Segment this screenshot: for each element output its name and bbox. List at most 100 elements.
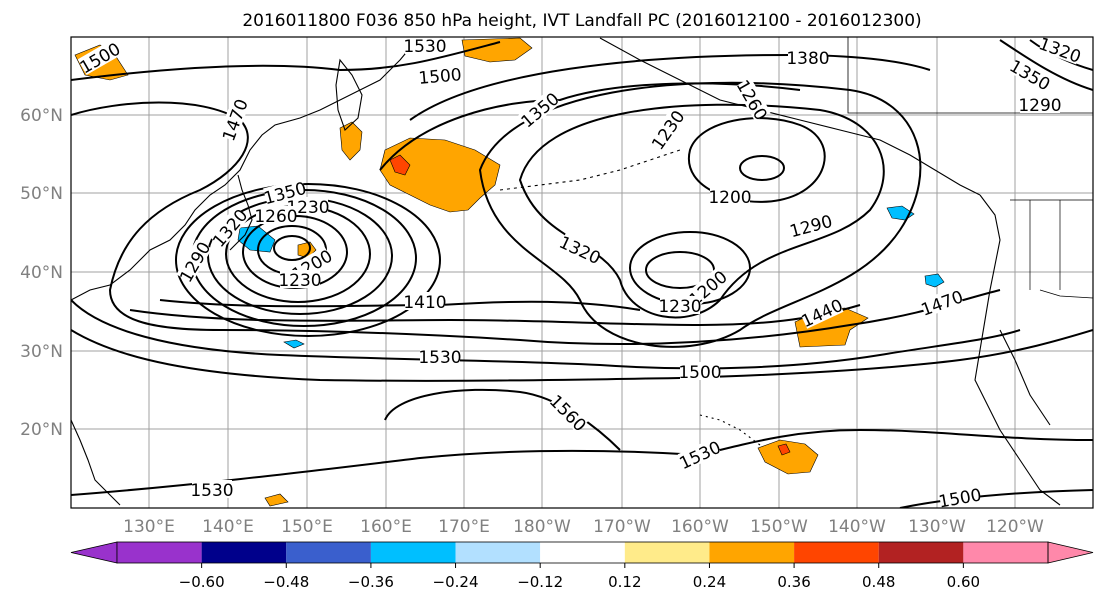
state-borders	[1010, 199, 1093, 290]
colorbar-tick-label: −0.36	[348, 573, 394, 591]
latitude-labels: 20°N 30°N 40°N 50°N 60°N	[20, 106, 63, 440]
contour-1530	[71, 299, 1021, 370]
latitude-label: 40°N	[20, 263, 63, 283]
contour-1470	[71, 101, 1001, 346]
contour-label-bg	[919, 286, 964, 318]
contour-1350	[379, 82, 801, 171]
contour-label-bg	[420, 347, 460, 365]
contour-cyclone-west-1	[273, 235, 311, 261]
latitude-label: 20°N	[20, 420, 63, 440]
ivt-positive-region-hawaii	[757, 439, 819, 475]
contour-label-bg	[938, 484, 982, 508]
longitude-label: 130°E	[123, 517, 175, 537]
contour-label-bg	[192, 480, 232, 498]
colorbar-swatch	[709, 542, 795, 563]
contour-cyclone-west-7	[175, 183, 441, 337]
contour-1500-north	[71, 41, 501, 81]
contour-label: 1290	[1018, 96, 1061, 116]
contour-1530-south	[71, 428, 1093, 496]
colorbar-swatch	[201, 542, 287, 563]
longitude-label: 170°W	[593, 517, 651, 537]
contour-label: 1230	[286, 198, 329, 218]
contour-label: 1200	[708, 188, 751, 208]
longitude-label: 170°E	[438, 517, 490, 537]
contour-label-bg	[799, 295, 844, 329]
ivt-negative-region-coast	[924, 273, 945, 288]
colorbar: −0.60 −0.48 −0.36 −0.24 −0.12 0.12 0.24 0.36 0.4…	[70, 541, 1094, 591]
latitude-label: 50°N	[20, 184, 63, 204]
ivt-positive-region-south	[264, 493, 289, 507]
colorbar-swatch	[117, 542, 202, 563]
political-border-canada-us	[847, 37, 1093, 114]
contour-label-bg	[518, 89, 561, 129]
contour-label-bg	[280, 270, 320, 288]
hawaiian-islands	[699, 414, 761, 446]
contour-label-bg	[735, 77, 771, 122]
contour-label: 1260	[254, 207, 297, 227]
ivt-positive-core-hawaii	[777, 443, 791, 456]
contour-label-bg	[209, 206, 249, 249]
contour-1440	[129, 304, 861, 327]
colorbar-tick-label: −0.48	[263, 573, 309, 591]
coastlines	[71, 37, 1093, 506]
contour-label-bg	[218, 97, 250, 142]
colorbar-tick-label: 0.36	[777, 573, 810, 591]
contour-label-bg	[677, 437, 722, 471]
coastline-north-america	[974, 194, 1061, 506]
contour-label: 1530	[418, 348, 461, 368]
contour-merged-low-1	[518, 103, 885, 319]
contour-label-bg	[1020, 95, 1060, 113]
contour-1500-south	[71, 329, 1093, 382]
figure-title: 2016011800 F036 850 hPa height, IVT Land…	[242, 11, 921, 31]
longitude-label: 140°W	[828, 517, 886, 537]
contour-1560	[384, 388, 621, 451]
colorbar-tick-label: 0.60	[947, 573, 980, 591]
contour-label-bg	[77, 39, 122, 75]
colorbar-swatch	[286, 542, 371, 563]
colorbar-tick-label: −0.24	[433, 573, 479, 591]
ivt-positive-region-aleutian	[339, 121, 363, 161]
contour-label-bg	[405, 292, 445, 310]
coastline-kamchatka	[335, 58, 363, 131]
contour-label-bg	[710, 187, 750, 205]
longitude-label: 140°E	[202, 517, 254, 537]
contour-label-bg	[1008, 56, 1053, 92]
colorbar-swatch	[794, 542, 879, 563]
longitude-label: 160°W	[671, 517, 729, 537]
contour-label: 1500	[937, 485, 983, 512]
contour-label-bg	[660, 296, 700, 314]
longitude-labels: 130°E 140°E 150°E 160°E 170°E 180°W 170°W 160°W…	[123, 517, 1044, 537]
coastline-baja	[999, 329, 1051, 426]
colorbar-tick-label: −0.12	[517, 573, 563, 591]
colorbar-outline	[116, 541, 1049, 564]
political-border-us-mexico	[1039, 289, 1093, 299]
coastline-southeast-asia	[71, 419, 121, 506]
height-contours	[71, 39, 1093, 508]
longitude-label: 180°W	[513, 517, 571, 537]
longitude-label: 130°W	[908, 517, 966, 537]
colorbar-overflow-arrow	[1047, 541, 1094, 564]
contour-northern-low-1	[739, 155, 785, 181]
contour-label: 1530	[403, 37, 446, 57]
colorbar-swatch	[624, 542, 710, 563]
colorbar-swatch	[878, 542, 964, 563]
ivt-positive-region-bering	[461, 37, 533, 63]
contour-1320	[999, 39, 1093, 91]
contour-label-bg	[1038, 37, 1083, 65]
colorbar-swatch	[540, 542, 625, 563]
colorbar-swatch	[370, 542, 456, 563]
latitude-label: 30°N	[20, 342, 63, 362]
contour-label: 1230	[658, 297, 701, 317]
colorbar-tick-label: 0.12	[608, 573, 641, 591]
latitude-label: 60°N	[20, 106, 63, 126]
contour-label-bg	[256, 206, 296, 224]
ivt-negative-region-south	[283, 339, 305, 349]
contour-label-bg	[263, 178, 307, 206]
contour-label-bg	[558, 232, 603, 266]
coastline-asia	[71, 37, 431, 301]
longitude-label: 120°W	[986, 517, 1044, 537]
contour-label-bg	[405, 37, 445, 54]
contour-1500-far-south	[899, 489, 1093, 508]
